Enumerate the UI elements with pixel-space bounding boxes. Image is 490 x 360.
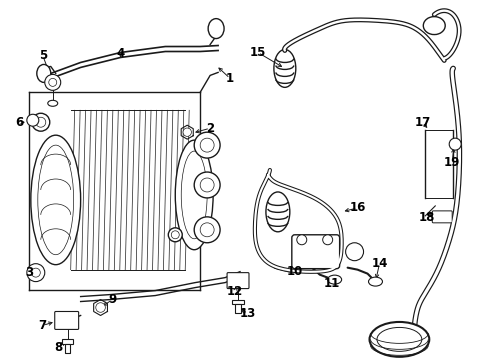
Text: 8: 8 [54, 341, 63, 354]
Text: 15: 15 [250, 46, 266, 59]
Circle shape [323, 235, 333, 245]
Text: 5: 5 [39, 49, 47, 62]
Circle shape [200, 178, 214, 192]
Circle shape [194, 132, 220, 158]
Text: 14: 14 [371, 257, 388, 270]
Circle shape [45, 75, 61, 90]
Text: 11: 11 [323, 277, 340, 290]
Text: 1: 1 [226, 72, 234, 85]
Text: 13: 13 [240, 307, 256, 320]
Text: 2: 2 [206, 122, 214, 135]
Circle shape [27, 264, 45, 282]
Text: 6: 6 [15, 116, 23, 129]
FancyBboxPatch shape [292, 235, 340, 269]
Text: 12: 12 [227, 285, 243, 298]
Text: 4: 4 [116, 47, 124, 60]
Circle shape [49, 78, 57, 86]
Text: 3: 3 [25, 266, 33, 279]
Text: 7: 7 [39, 319, 47, 332]
Circle shape [297, 235, 307, 245]
Circle shape [200, 223, 214, 237]
Text: 17: 17 [414, 116, 430, 129]
Circle shape [449, 138, 461, 150]
Circle shape [168, 228, 182, 242]
Circle shape [183, 128, 192, 136]
Circle shape [194, 172, 220, 198]
Text: 10: 10 [287, 265, 303, 278]
Bar [65, 344, 71, 353]
Text: 16: 16 [349, 201, 366, 215]
Circle shape [31, 268, 40, 277]
Ellipse shape [48, 100, 58, 106]
Text: 19: 19 [444, 156, 461, 168]
Ellipse shape [37, 64, 51, 82]
Text: 18: 18 [419, 211, 436, 224]
Circle shape [32, 113, 50, 131]
Ellipse shape [369, 322, 429, 357]
Circle shape [27, 114, 39, 126]
Ellipse shape [38, 145, 74, 255]
FancyBboxPatch shape [55, 311, 78, 329]
Ellipse shape [368, 277, 383, 286]
Bar [235, 304, 241, 313]
FancyBboxPatch shape [432, 211, 452, 223]
Circle shape [36, 117, 46, 127]
Circle shape [172, 231, 179, 239]
Circle shape [96, 303, 105, 312]
Ellipse shape [208, 19, 224, 39]
Circle shape [194, 217, 220, 243]
Ellipse shape [175, 140, 213, 250]
Circle shape [200, 138, 214, 152]
Ellipse shape [377, 328, 422, 351]
Ellipse shape [181, 151, 207, 239]
Bar [62, 339, 74, 344]
Ellipse shape [328, 275, 342, 284]
FancyBboxPatch shape [227, 273, 249, 289]
Bar [232, 300, 244, 304]
Text: 9: 9 [108, 293, 117, 306]
Ellipse shape [31, 135, 81, 265]
